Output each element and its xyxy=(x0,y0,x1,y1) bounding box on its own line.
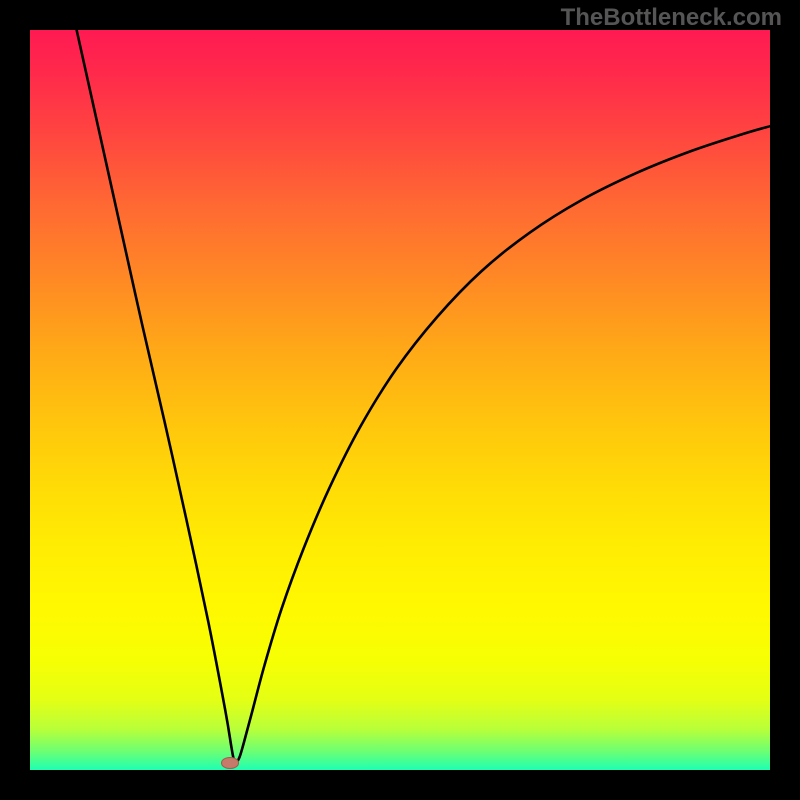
chart-container: TheBottleneck.com xyxy=(0,0,800,800)
gradient-background xyxy=(30,30,770,770)
marker-dot xyxy=(221,757,239,769)
watermark-text: TheBottleneck.com xyxy=(561,4,782,32)
